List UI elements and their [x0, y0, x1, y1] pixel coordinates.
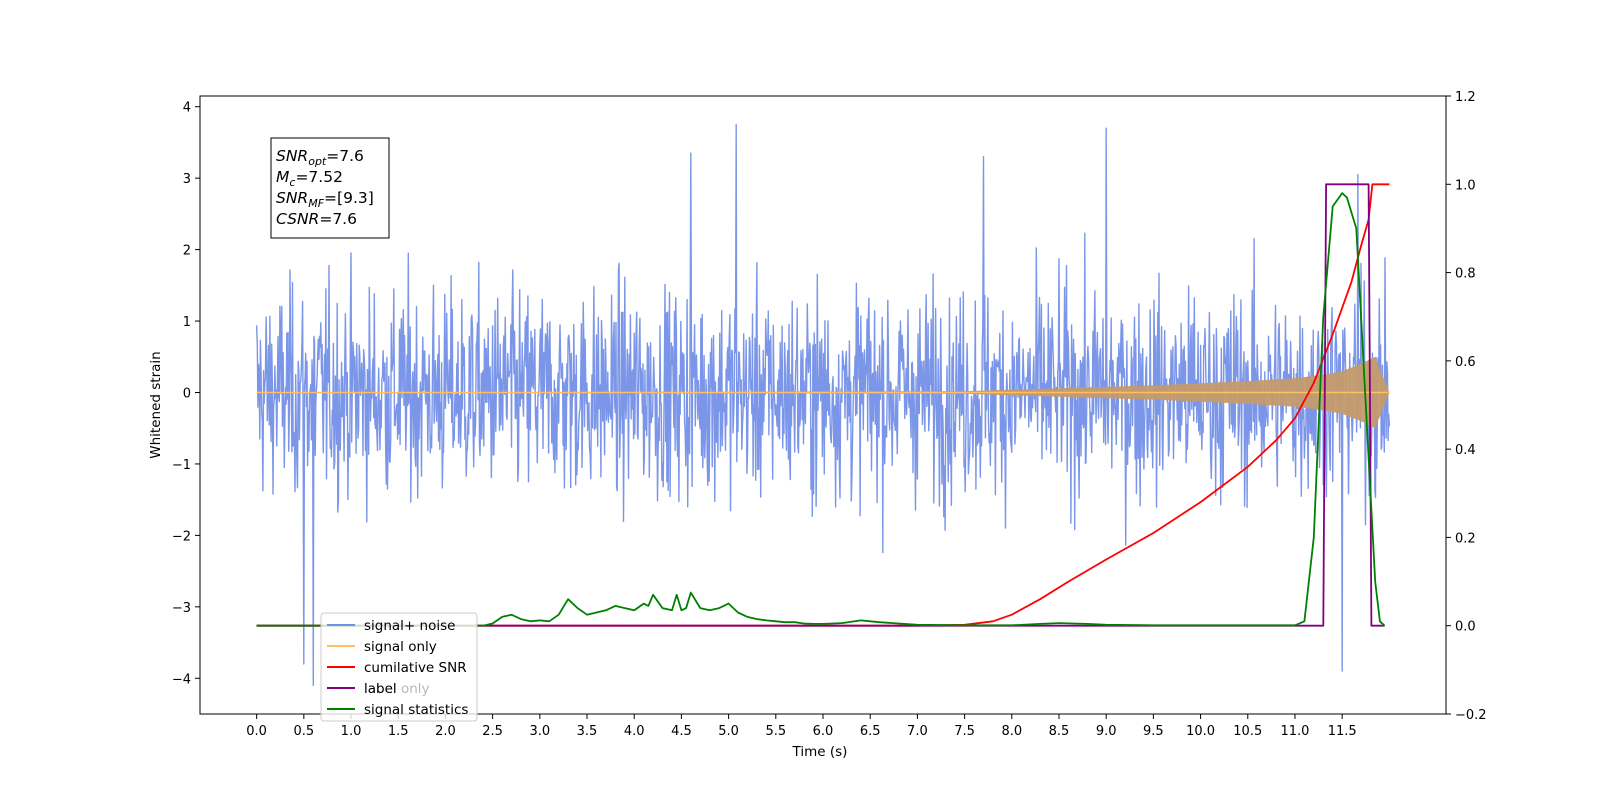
legend-frame — [320, 612, 478, 722]
x-tick-label: 11.0 — [1280, 724, 1309, 739]
x-tick-label: 2.0 — [435, 724, 456, 739]
annotation-base: M — [276, 168, 289, 186]
y-right-tick-label: 0.4 — [1455, 443, 1476, 458]
y-left-tick-label: 4 — [183, 101, 191, 116]
y-left-tick-label: −2 — [172, 529, 191, 544]
x-axis: 0.0 0.5 1.0 1.5 2.0 2.5 3.0 3.5 4.0 4.5 5.0 5.5 6.0 6… — [246, 714, 1357, 739]
series-signal-statistics-line — [256, 192, 1386, 627]
y-right-tick-label: 0.8 — [1455, 267, 1476, 282]
legend-ghost-label: label only — [364, 681, 430, 697]
x-tick-label: 2.5 — [482, 724, 503, 739]
legend-label: signal only — [364, 639, 437, 655]
y-right-tick-label: −0.2 — [1455, 708, 1487, 723]
annotation-value: =7.6 — [319, 210, 357, 228]
y-left-tick-label: 2 — [183, 244, 191, 259]
annotation-value: =7.52 — [295, 168, 343, 186]
annotation-value: =[9.3] — [324, 189, 374, 207]
x-tick-label: 6.0 — [813, 724, 834, 739]
x-tick-label: 10.5 — [1233, 724, 1262, 739]
y-right-tick-label: 1.0 — [1455, 178, 1476, 193]
y-right-tick-label: 0.6 — [1455, 355, 1476, 370]
annotation-subscript: MF — [308, 197, 324, 210]
y-left-tick-label: −4 — [172, 672, 191, 687]
legend-label: signal statistics — [364, 702, 468, 718]
x-tick-label: 3.0 — [529, 724, 550, 739]
legend-label: label — [364, 681, 397, 697]
legend-label: signal+ noise — [364, 618, 455, 634]
annotation-frame — [270, 137, 390, 239]
x-tick-label: 9.0 — [1096, 724, 1117, 739]
x-tick-label: 3.5 — [577, 724, 598, 739]
y-left-tick-label: 3 — [183, 172, 191, 187]
annotation-subscript: opt — [308, 155, 327, 168]
x-tick-label: 11.5 — [1328, 724, 1357, 739]
x-tick-label: 6.5 — [860, 724, 881, 739]
x-tick-label: 4.5 — [671, 724, 692, 739]
x-tick-label: 8.0 — [1001, 724, 1022, 739]
x-tick-label: 0.0 — [246, 724, 267, 739]
annotation-value: =7.6 — [326, 147, 364, 165]
annotation-base: CSNR — [276, 210, 319, 228]
x-tick-label: 1.5 — [388, 724, 409, 739]
x-axis-label: Time (s) — [792, 744, 848, 760]
legend-label: cumilative SNR — [364, 660, 467, 676]
y-axis-right: 1.2 1.0 0.8 0.6 0.4 0.2 0.0 −0.2 — [1446, 90, 1487, 723]
y-left-tick-label: 1 — [183, 315, 191, 330]
x-tick-label: 4.0 — [624, 724, 645, 739]
annotation-text: SNRopt=7.6 Mc=7.52 SNRMF=[9.3] CSNR=7.6 — [276, 147, 374, 228]
y-left-tick-label: 0 — [183, 386, 191, 401]
y-axis-left: 4 3 2 1 0 −1 −2 −3 −4 — [172, 101, 200, 687]
x-tick-label: 1.0 — [341, 724, 362, 739]
annotation-base: SNR — [276, 147, 308, 165]
x-tick-label: 10.0 — [1186, 724, 1215, 739]
x-tick-label: 0.5 — [293, 724, 314, 739]
legend: signal+ noise signal only cumilative SNR la… — [320, 612, 478, 722]
annotation-base: SNR — [276, 189, 308, 207]
annotation-box: SNRopt=7.6 Mc=7.52 SNRMF=[9.3] CSNR=7.6 — [270, 137, 390, 239]
annotation-subscript: c — [289, 176, 295, 189]
x-tick-label: 9.5 — [1143, 724, 1164, 739]
y-left-tick-label: −1 — [172, 458, 191, 473]
x-tick-label: 8.5 — [1049, 724, 1070, 739]
y-left-tick-label: −3 — [172, 601, 191, 616]
y-right-tick-label: 1.2 — [1455, 90, 1476, 105]
y-axis-label: Whitened strain — [148, 351, 164, 458]
y-right-tick-label: 0.0 — [1455, 620, 1476, 635]
series-layer — [255, 123, 1391, 687]
x-tick-label: 5.0 — [718, 724, 739, 739]
x-tick-label: 7.5 — [954, 724, 975, 739]
x-tick-label: 7.0 — [907, 724, 928, 739]
y-right-tick-label: 0.2 — [1455, 531, 1476, 546]
x-tick-label: 5.5 — [765, 724, 786, 739]
